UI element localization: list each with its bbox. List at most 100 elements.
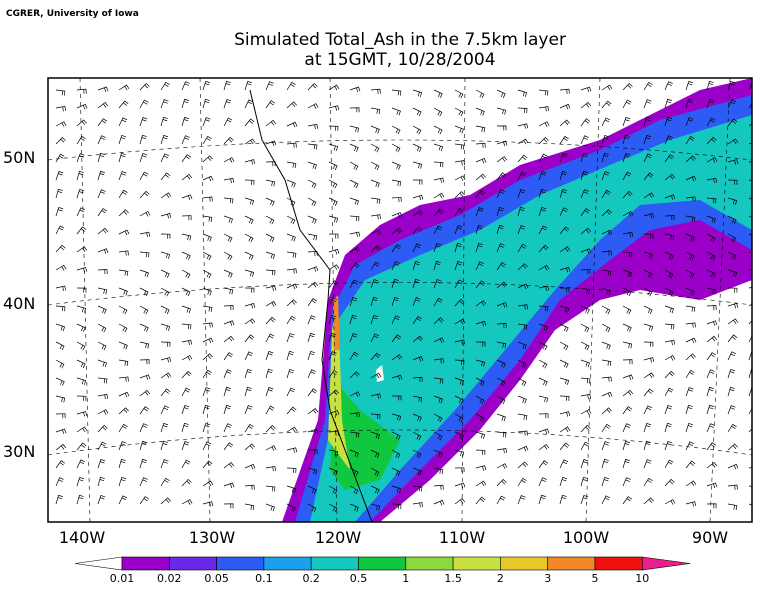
wind-barb [475, 173, 486, 181]
wind-barb [538, 153, 548, 163]
wind-barb [559, 266, 571, 273]
wind-barb [517, 188, 526, 199]
wind-barb [622, 153, 631, 163]
wind-barb [727, 318, 739, 325]
wind-barb [580, 359, 590, 368]
wind-barb [559, 341, 569, 351]
wind-barb [307, 266, 319, 272]
wind-barb [517, 341, 527, 350]
coastline [249, 89, 373, 522]
wind-barb [601, 441, 610, 451]
wind-barb [139, 153, 148, 163]
wind-barb [286, 161, 297, 169]
wind-barb [601, 458, 609, 469]
wind-barb [370, 214, 381, 220]
wind-barb [517, 445, 529, 452]
wind-barb [55, 188, 63, 199]
wind-barb [685, 251, 695, 261]
wind-barb [706, 442, 717, 451]
wind-barb [580, 424, 591, 433]
colorbar-label: 0.05 [204, 572, 229, 585]
wind-barb [391, 125, 401, 135]
wind-barb [265, 233, 275, 243]
wind-barb [328, 314, 337, 325]
wind-barb [685, 135, 695, 145]
wind-barb [265, 503, 275, 512]
wind-barb [97, 341, 107, 351]
wind-barb [97, 393, 109, 400]
wind-barb [706, 215, 716, 224]
wind-barb [517, 413, 528, 421]
wind-barb [664, 405, 673, 415]
wind-barb [475, 341, 486, 347]
wind-barb [202, 460, 213, 469]
wind-barb [349, 333, 358, 343]
wind-barb [265, 179, 276, 187]
wind-barb [223, 386, 231, 397]
wind-barb [265, 445, 277, 451]
lat-label: 30N [3, 442, 35, 461]
wind-barb [727, 159, 739, 165]
wind-barb [349, 246, 361, 253]
wind-barb [475, 449, 486, 455]
wind-barb [223, 233, 233, 243]
wind-barb [370, 333, 380, 343]
wind-barb [160, 388, 171, 397]
wind-barb [244, 351, 254, 361]
wind-barb [643, 233, 654, 239]
wind-barb [643, 134, 652, 145]
wind-barb [433, 358, 444, 364]
wind-barb [475, 320, 487, 327]
wind-barb [286, 426, 298, 433]
wind-barb [727, 269, 738, 277]
ash-orange [333, 295, 340, 350]
wind-barb [244, 99, 254, 109]
wind-barb [475, 261, 484, 271]
wind-barb [622, 323, 632, 332]
wind-barb [475, 480, 487, 487]
wind-barb [307, 503, 317, 513]
wind-barb [265, 405, 275, 415]
wind-barb [391, 431, 401, 440]
wind-barb [370, 393, 382, 399]
wind-barb [517, 359, 527, 369]
wind-barb [307, 103, 319, 109]
wind-barb [202, 422, 211, 433]
wind-barb [97, 189, 106, 199]
wind-barb [76, 323, 86, 333]
wind-barb [685, 404, 693, 415]
wind-barb [181, 339, 193, 346]
wind-barb [622, 117, 631, 127]
wind-barb [517, 243, 527, 253]
wind-barb [118, 209, 129, 217]
wind-barb [433, 395, 443, 404]
wind-barb [349, 485, 359, 495]
wind-barb [622, 99, 632, 109]
wind-barb [727, 303, 739, 309]
wind-barb [538, 188, 546, 199]
wind-barb [727, 215, 737, 225]
wind-barb [622, 134, 630, 145]
wind-barb [454, 467, 465, 473]
wind-barb [160, 81, 170, 91]
wind-barb [370, 143, 380, 153]
wind-barb [727, 368, 736, 379]
wind-barb [55, 137, 66, 145]
wind-barb [76, 426, 88, 433]
wind-barb [160, 134, 169, 145]
wind-barb [454, 107, 464, 117]
wind-barb [391, 244, 401, 253]
wind-barb [223, 251, 233, 261]
wind-barb [664, 305, 674, 314]
wind-barb [160, 341, 171, 347]
wind-barb [727, 179, 738, 185]
graticule [48, 78, 752, 522]
lon-label: 140W [59, 528, 106, 547]
wind-barb [370, 261, 380, 271]
wind-barb [370, 372, 382, 379]
wind-barb [391, 89, 402, 96]
wind-barb [139, 496, 150, 505]
wind-barb [538, 494, 546, 505]
wind-barb [160, 153, 170, 163]
wind-barb [685, 422, 694, 433]
